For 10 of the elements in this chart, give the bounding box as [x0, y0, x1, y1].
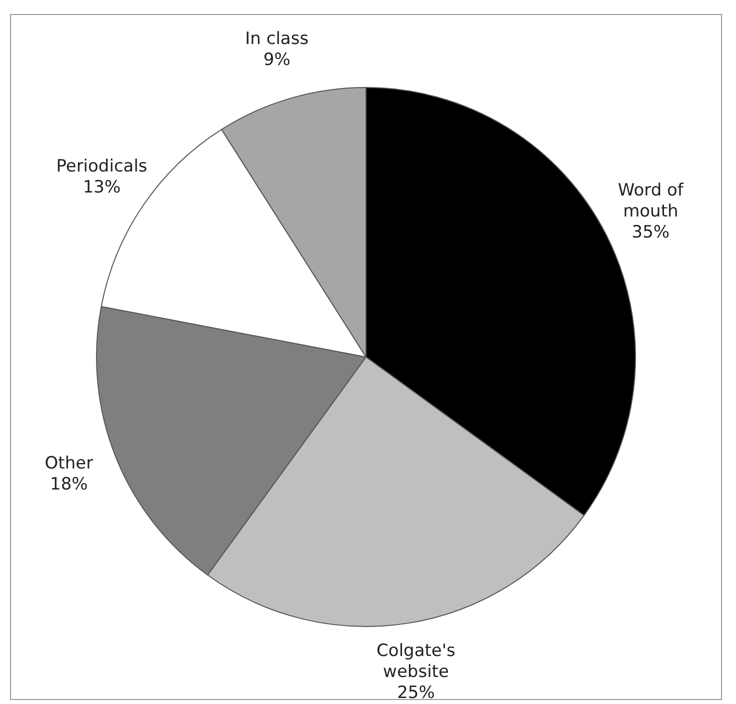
slice-label: Word of mouth	[618, 180, 684, 222]
slice-label: Periodicals	[56, 156, 148, 176]
slice-label: In class	[245, 29, 309, 50]
data-label: 9%	[263, 50, 290, 70]
slice-label: Other	[44, 454, 94, 474]
data-label: 25%	[397, 682, 435, 703]
data-label: 35%	[632, 222, 670, 242]
slice-label: Colgate's website	[376, 640, 456, 682]
data-label: 18%	[50, 474, 88, 495]
data-label: 13%	[82, 177, 121, 198]
